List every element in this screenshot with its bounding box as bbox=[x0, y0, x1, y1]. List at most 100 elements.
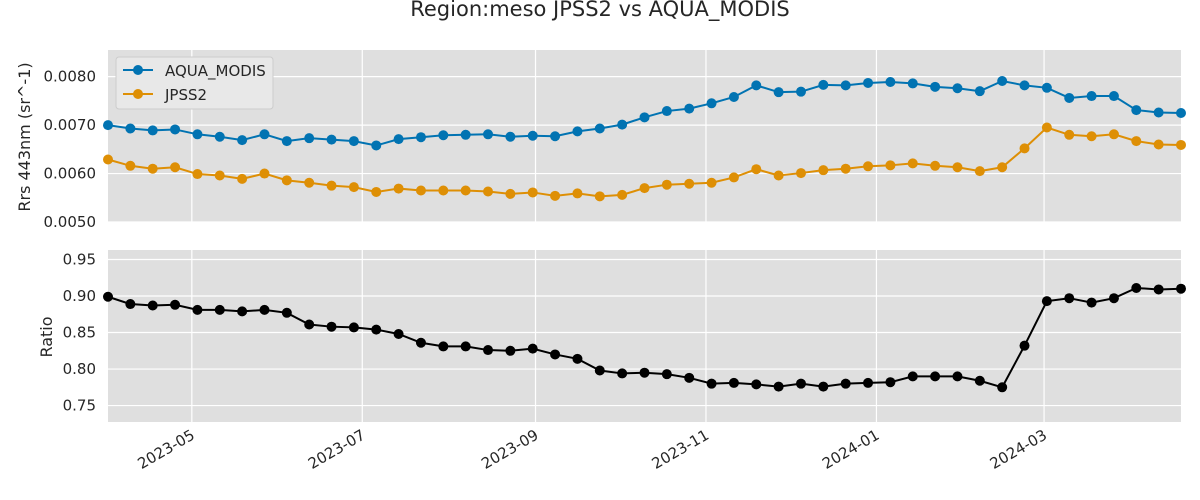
ratio-panel: 0.750.800.850.900.95 2023-05 2023-07 2023-… bbox=[37, 250, 1186, 473]
data-point-aqua-modis bbox=[460, 129, 471, 140]
data-point-aqua-modis bbox=[907, 78, 918, 89]
data-point-jpss2 bbox=[1131, 136, 1142, 147]
chart-title: Region:meso JPSS2 vs AQUA_MODIS bbox=[410, 0, 790, 22]
data-point-jpss2 bbox=[1176, 139, 1186, 150]
data-point-jpss2 bbox=[594, 191, 605, 202]
data-point-ratio bbox=[505, 345, 516, 356]
data-point-ratio bbox=[572, 353, 583, 364]
rrs-y-tick-label: 0.0060 bbox=[44, 165, 97, 183]
data-point-ratio bbox=[952, 371, 963, 382]
data-point-ratio bbox=[930, 371, 941, 382]
data-point-ratio bbox=[1153, 284, 1164, 295]
data-point-aqua-modis bbox=[594, 123, 605, 134]
data-point-aqua-modis bbox=[393, 134, 404, 145]
data-point-ratio bbox=[818, 381, 829, 392]
data-point-ratio bbox=[415, 337, 426, 348]
data-point-jpss2 bbox=[1064, 129, 1075, 140]
data-point-ratio bbox=[1019, 340, 1030, 351]
data-point-aqua-modis bbox=[706, 98, 717, 109]
data-point-ratio bbox=[1108, 293, 1119, 304]
data-point-jpss2 bbox=[885, 160, 896, 171]
data-point-jpss2 bbox=[572, 188, 583, 199]
data-point-aqua-modis bbox=[1176, 107, 1186, 118]
data-point-jpss2 bbox=[617, 189, 628, 200]
data-point-aqua-modis bbox=[773, 87, 784, 98]
series-jpss2 bbox=[103, 122, 1186, 202]
data-point-aqua-modis bbox=[304, 133, 315, 144]
data-point-jpss2 bbox=[997, 162, 1008, 173]
data-point-ratio bbox=[1086, 297, 1097, 308]
data-point-ratio bbox=[103, 291, 113, 302]
data-point-aqua-modis bbox=[639, 112, 650, 123]
data-point-ratio bbox=[214, 304, 225, 315]
x-tick-label: 2024-01 bbox=[819, 426, 882, 473]
series-aqua-modis bbox=[103, 76, 1186, 151]
data-point-aqua-modis bbox=[728, 91, 739, 102]
data-point-jpss2 bbox=[237, 173, 248, 184]
data-point-ratio bbox=[483, 345, 494, 356]
data-point-aqua-modis bbox=[170, 124, 181, 135]
data-point-aqua-modis bbox=[505, 131, 516, 142]
ratio-y-ticks: 0.75 0.80 0.85 0.90 0.95 bbox=[63, 250, 96, 414]
data-point-aqua-modis bbox=[371, 140, 382, 151]
data-point-ratio bbox=[684, 372, 695, 383]
data-point-jpss2 bbox=[1019, 143, 1030, 154]
data-point-jpss2 bbox=[103, 154, 113, 165]
data-point-ratio bbox=[304, 319, 315, 330]
data-point-aqua-modis bbox=[930, 81, 941, 92]
x-tick-label: 2024-03 bbox=[987, 426, 1050, 473]
data-point-jpss2 bbox=[684, 178, 695, 189]
data-point-aqua-modis bbox=[1153, 107, 1164, 118]
ratio-y-tick-label: 0.90 bbox=[63, 287, 96, 305]
data-point-aqua-modis bbox=[974, 86, 985, 97]
data-point-ratio bbox=[706, 378, 717, 389]
legend-jpss2-label: JPSS2 bbox=[164, 86, 207, 104]
data-point-jpss2 bbox=[438, 185, 449, 196]
data-point-ratio bbox=[326, 321, 337, 332]
data-point-ratio bbox=[281, 307, 292, 318]
data-point-jpss2 bbox=[840, 163, 851, 174]
data-point-jpss2 bbox=[147, 163, 158, 174]
data-point-jpss2 bbox=[192, 169, 203, 180]
data-point-ratio bbox=[728, 377, 739, 388]
data-point-ratio bbox=[594, 365, 605, 376]
data-point-aqua-modis bbox=[125, 123, 136, 134]
data-point-ratio bbox=[639, 367, 650, 378]
data-point-ratio bbox=[237, 306, 248, 317]
data-point-jpss2 bbox=[1086, 131, 1097, 142]
data-point-jpss2 bbox=[304, 177, 315, 188]
data-point-jpss2 bbox=[773, 170, 784, 181]
data-point-ratio bbox=[170, 299, 181, 310]
data-point-ratio bbox=[393, 328, 404, 339]
data-point-jpss2 bbox=[706, 177, 717, 188]
data-point-ratio bbox=[974, 375, 985, 386]
data-point-aqua-modis bbox=[1131, 105, 1142, 116]
data-point-jpss2 bbox=[348, 182, 359, 193]
data-point-ratio bbox=[460, 341, 471, 352]
data-point-aqua-modis bbox=[684, 103, 695, 114]
legend: AQUA_MODIS JPSS2 bbox=[115, 56, 274, 110]
data-point-aqua-modis bbox=[795, 86, 806, 97]
data-point-aqua-modis bbox=[1086, 91, 1097, 102]
legend-entry-jpss2: JPSS2 bbox=[123, 86, 207, 104]
data-point-ratio bbox=[348, 322, 359, 333]
data-point-aqua-modis bbox=[438, 130, 449, 141]
data-point-jpss2 bbox=[125, 160, 136, 171]
data-point-ratio bbox=[1176, 283, 1186, 294]
data-point-jpss2 bbox=[1041, 122, 1052, 133]
data-point-jpss2 bbox=[639, 183, 650, 194]
data-point-jpss2 bbox=[974, 166, 985, 177]
data-point-aqua-modis bbox=[1064, 92, 1075, 103]
data-point-jpss2 bbox=[952, 162, 963, 173]
data-point-ratio bbox=[1131, 282, 1142, 293]
data-point-jpss2 bbox=[393, 183, 404, 194]
x-tick-label: 2023-05 bbox=[135, 426, 198, 473]
data-point-ratio bbox=[907, 371, 918, 382]
data-point-jpss2 bbox=[214, 170, 225, 181]
data-point-aqua-modis bbox=[214, 131, 225, 142]
data-point-jpss2 bbox=[863, 161, 874, 172]
ratio-series bbox=[103, 282, 1186, 393]
rrs-y-tick-label: 0.0070 bbox=[44, 116, 97, 134]
data-point-aqua-modis bbox=[818, 79, 829, 90]
